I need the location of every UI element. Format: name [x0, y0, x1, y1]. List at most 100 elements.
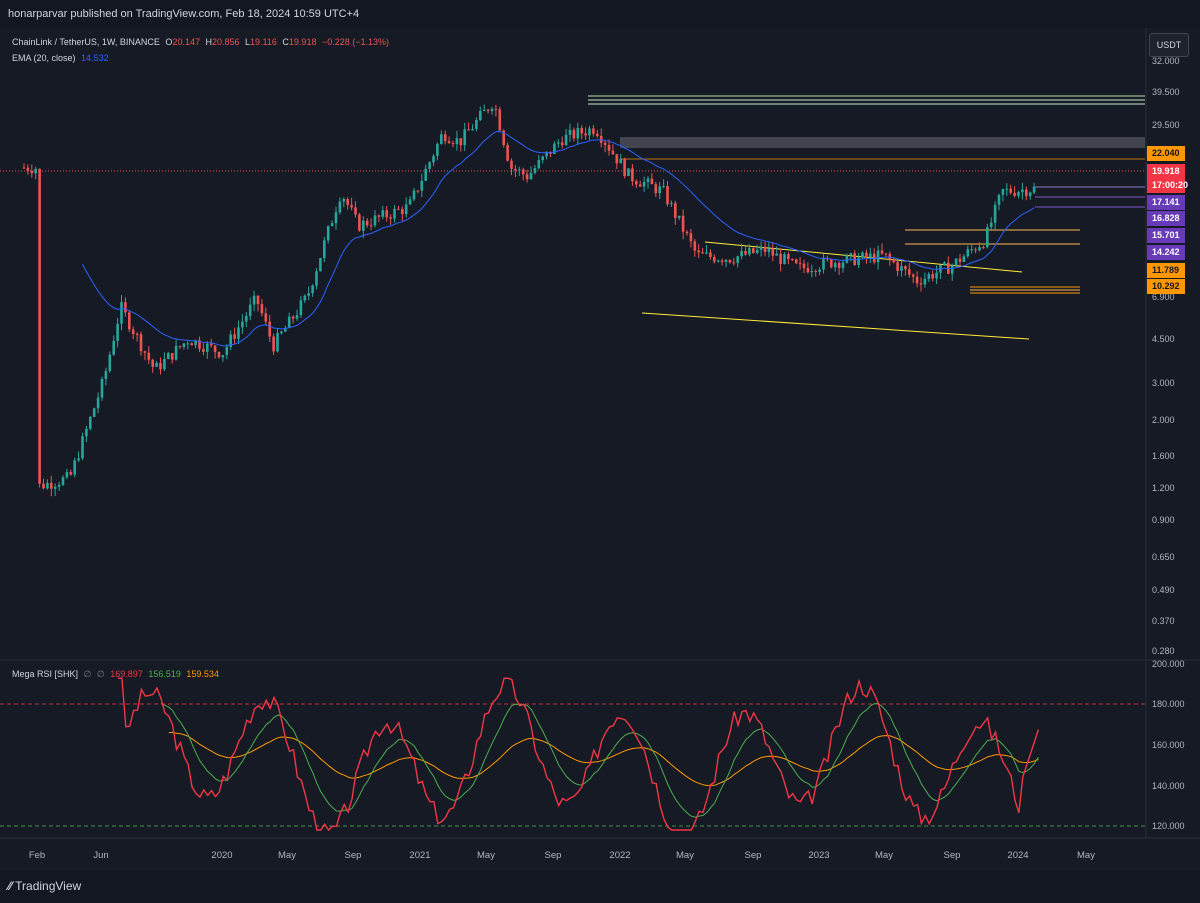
candle-body: [459, 138, 463, 146]
candle-body: [432, 155, 435, 163]
candle-body: [685, 231, 689, 234]
candle-body: [124, 302, 127, 313]
candle-body: [311, 285, 314, 294]
settings-icon[interactable]: ∅: [96, 669, 105, 679]
candle-body: [436, 143, 439, 156]
candle-body: [272, 336, 275, 352]
candle-body: [904, 266, 907, 270]
candle-body: [521, 169, 525, 175]
candle-body: [143, 351, 147, 353]
candle-body: [268, 321, 271, 337]
candle-body: [779, 253, 782, 265]
price-badge: [1147, 228, 1185, 243]
candle-body: [307, 293, 310, 296]
chart-area[interactable]: [0, 28, 1200, 870]
candle-body: [229, 334, 232, 347]
candle-body: [455, 138, 459, 145]
candle-body: [373, 215, 377, 226]
candle-body: [358, 214, 361, 231]
rsi-slow-line: [168, 731, 1039, 787]
candle-body: [315, 271, 318, 286]
price-tick-label: 0.370: [1152, 616, 1175, 626]
price-tick-label: 1.200: [1152, 483, 1175, 493]
candle-body: [962, 256, 966, 262]
candle-body: [241, 321, 244, 328]
tv-icon: ⁄⁄: [8, 879, 13, 893]
price-badge-label: 16.828: [1152, 213, 1180, 223]
eye-icon[interactable]: ∅: [83, 669, 92, 679]
candle-body: [206, 343, 209, 352]
tradingview-logo[interactable]: ⁄⁄ TradingView: [8, 879, 81, 893]
candle-body: [147, 352, 151, 360]
candle-body: [553, 143, 556, 154]
candle-body: [830, 259, 833, 268]
candle-body: [950, 265, 954, 274]
candle-body: [194, 340, 197, 346]
symbol-legend: ChainLink / TetherUS, 1W, BINANCE O20.14…: [12, 37, 392, 47]
candle-body: [623, 158, 626, 176]
candle-body: [592, 128, 595, 134]
currency-button[interactable]: USDT: [1149, 33, 1189, 57]
candle-body: [428, 162, 431, 169]
candle-body: [100, 378, 104, 398]
candle-body: [323, 240, 326, 259]
candle-body: [131, 329, 135, 335]
candle-body: [958, 258, 962, 262]
candle-body: [38, 168, 41, 484]
candle-body: [993, 204, 997, 223]
candle-body: [182, 343, 186, 347]
candle-body: [326, 226, 330, 241]
candle-body: [693, 241, 697, 251]
candle-body: [451, 143, 455, 145]
candle-body: [603, 142, 607, 146]
candle-body: [408, 199, 412, 205]
candle-body: [443, 134, 447, 142]
candle-body: [865, 252, 868, 258]
time-tick-label: 2021: [409, 850, 430, 861]
rsi-line: [118, 677, 1040, 832]
candle-body: [861, 252, 864, 258]
price-tick-label: 2.000: [1152, 415, 1175, 425]
candle-body: [794, 259, 798, 264]
candle-body: [752, 248, 755, 253]
time-tick-label: Feb: [29, 850, 45, 861]
resistance-zone: [620, 137, 1145, 148]
candle-body: [1021, 189, 1024, 193]
candle-body: [584, 133, 587, 136]
publish-bar: honarparvar published on TradingView.com…: [0, 0, 1200, 28]
candle-body: [638, 184, 642, 187]
time-tick-label: May: [676, 850, 694, 861]
candle-body: [385, 210, 388, 218]
time-tick-label: Sep: [745, 850, 762, 861]
candle-body: [611, 150, 615, 155]
candle-body: [728, 259, 732, 263]
candle-body: [276, 333, 279, 352]
candle-body: [888, 253, 892, 260]
candle-body: [447, 141, 451, 144]
candle-body: [178, 345, 182, 347]
candle-body: [744, 250, 747, 255]
candle-body: [510, 160, 513, 169]
candle-body: [280, 331, 283, 334]
candle-body: [291, 316, 295, 319]
price-badge: [1147, 178, 1185, 193]
candle-body: [927, 274, 931, 279]
candle-body: [46, 482, 49, 489]
candle-body: [720, 260, 724, 262]
candle-body: [775, 253, 778, 256]
close-value: 19.918: [288, 37, 317, 47]
candle-body: [190, 343, 193, 346]
candle-body: [139, 334, 143, 352]
ema-line: [82, 130, 1035, 347]
candle-body: [299, 300, 303, 316]
price-badge-label: 11.789: [1152, 265, 1179, 275]
price-badge-label: 19.918: [1152, 166, 1180, 176]
candle-body: [1017, 192, 1020, 196]
time-tick-label: Sep: [944, 850, 961, 861]
candle-body: [908, 269, 911, 275]
candle-body: [736, 256, 739, 263]
candle-body: [514, 168, 517, 171]
candle-body: [346, 199, 349, 205]
candle-body: [576, 128, 580, 139]
